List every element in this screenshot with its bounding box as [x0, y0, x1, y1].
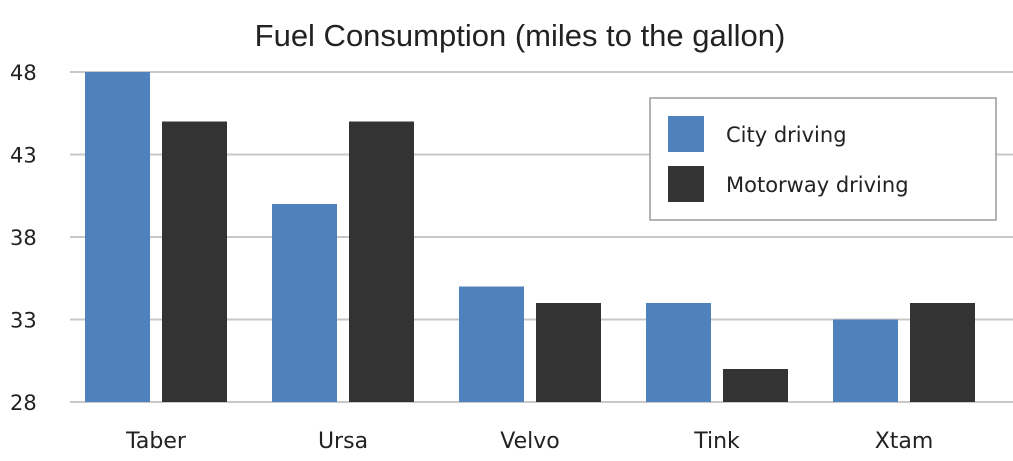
- bar-taber-motorway: [162, 121, 227, 402]
- bar-xtam-motorway: [910, 303, 975, 402]
- bar-tink-motorway: [723, 369, 788, 402]
- x-category-label: Ursa: [318, 429, 368, 454]
- y-tick-label: 33: [10, 309, 37, 333]
- chart-title: Fuel Consumption (miles to the gallon): [255, 18, 786, 53]
- bar-velvo-motorway: [536, 303, 601, 402]
- bar-tink-city: [646, 303, 711, 402]
- legend-label-motorway: Motorway driving: [726, 173, 909, 197]
- x-category-label: Xtam: [875, 429, 934, 454]
- legend-swatch-city: [668, 116, 704, 152]
- bar-ursa-city: [272, 204, 337, 402]
- x-category-label: Tink: [693, 429, 740, 454]
- legend: City driving Motorway driving: [649, 97, 997, 221]
- y-tick-label: 38: [10, 226, 37, 250]
- category-labels: Taber Ursa Velvo Tink Xtam: [125, 429, 933, 454]
- x-category-label: Velvo: [500, 429, 559, 454]
- y-tick-label: 28: [10, 391, 37, 415]
- legend-swatch-motorway: [668, 166, 704, 202]
- y-axis-ticks: 28 33 38 43 48: [10, 61, 37, 415]
- bars: [85, 72, 975, 402]
- bar-xtam-city: [833, 319, 898, 402]
- legend-box: [649, 97, 997, 221]
- y-tick-label: 48: [10, 61, 37, 85]
- bar-ursa-motorway: [349, 121, 414, 402]
- legend-label-city: City driving: [726, 123, 847, 147]
- bar-velvo-city: [459, 286, 524, 402]
- y-tick-label: 43: [10, 144, 37, 168]
- x-category-label: Taber: [125, 429, 187, 454]
- bar-taber-city: [85, 72, 150, 402]
